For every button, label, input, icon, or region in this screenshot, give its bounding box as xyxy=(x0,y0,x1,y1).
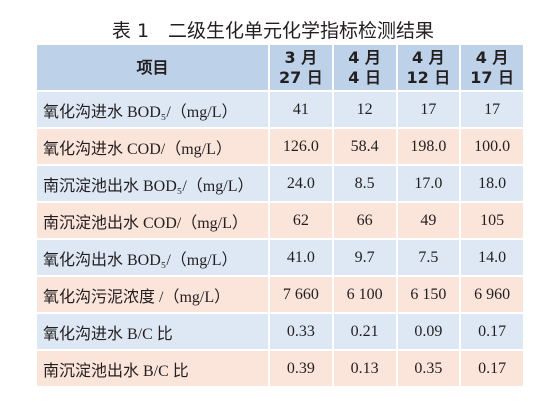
value-cell: 62 xyxy=(268,201,334,240)
value-cell: 6 150 xyxy=(395,275,462,314)
value-cell: 0.17 xyxy=(459,349,525,388)
item-cell: 氧化沟进水 BOD₅/（mg/L） xyxy=(35,90,270,129)
value-cell: 58.4 xyxy=(331,127,398,166)
value-cell: 0.39 xyxy=(268,349,334,388)
value-cell: 6 960 xyxy=(459,275,525,314)
table-row: 南沉淀池出水 B/C 比 0.39 0.13 0.35 0.17 xyxy=(35,349,525,388)
value-cell: 126.0 xyxy=(268,127,334,166)
value-cell: 198.0 xyxy=(395,127,462,166)
value-cell: 0.09 xyxy=(395,312,462,351)
header-line: 17 日 xyxy=(470,67,515,87)
header-cell: 4 月 12 日 xyxy=(395,43,462,92)
table-row: 氧化沟进水 B/C 比 0.33 0.21 0.09 0.17 xyxy=(35,312,525,351)
header-cell: 4 月 17 日 xyxy=(459,43,525,92)
table-row: 氧化沟污泥浓度 /（mg/L） 7 660 6 100 6 150 6 960 xyxy=(35,275,525,314)
value-cell: 18.0 xyxy=(459,164,525,203)
header-line: 项目 xyxy=(136,57,169,77)
value-cell: 105 xyxy=(459,201,525,240)
table-title: 表 1 二级生化单元化学指标检测结果 xyxy=(111,20,435,42)
table-row: 南沉淀池出水 COD/（mg/L） 62 66 49 105 xyxy=(35,201,525,240)
header-cell: 项目 xyxy=(35,43,270,92)
value-cell: 0.17 xyxy=(459,312,525,351)
item-cell: 氧化沟出水 BOD₅/（mg/L） xyxy=(35,238,270,277)
value-cell: 66 xyxy=(331,201,398,240)
value-cell: 12 xyxy=(331,90,398,129)
value-cell: 7.5 xyxy=(395,238,462,277)
header-line: 12 日 xyxy=(406,67,451,87)
item-cell: 氧化沟污泥浓度 /（mg/L） xyxy=(35,275,270,314)
value-cell: 0.35 xyxy=(395,349,462,388)
value-cell: 100.0 xyxy=(459,127,525,166)
header-line: 27 日 xyxy=(278,67,323,87)
table-row: 氧化沟进水 BOD₅/（mg/L） 41 12 17 17 xyxy=(35,90,525,129)
value-cell: 7 660 xyxy=(268,275,334,314)
item-cell: 南沉淀池出水 B/C 比 xyxy=(35,349,270,388)
header-line: 4 月 xyxy=(412,47,445,67)
value-cell: 9.7 xyxy=(331,238,398,277)
item-cell: 氧化沟进水 B/C 比 xyxy=(35,312,270,351)
header-line: 4 月 xyxy=(475,47,509,67)
item-cell: 南沉淀池出水 BOD₅/（mg/L） xyxy=(35,164,270,203)
value-cell: 8.5 xyxy=(331,164,398,203)
value-cell: 14.0 xyxy=(459,238,525,277)
value-cell: 17 xyxy=(459,90,525,129)
value-cell: 41.0 xyxy=(268,238,334,277)
value-cell: 0.33 xyxy=(268,312,334,351)
value-cell: 41 xyxy=(268,90,334,129)
table-row: 氧化沟进水 COD/（mg/L） 126.0 58.4 198.0 100.0 xyxy=(35,127,525,166)
table-row: 南沉淀池出水 BOD₅/（mg/L） 24.0 8.5 17.0 18.0 xyxy=(35,164,525,203)
table-row: 氧化沟出水 BOD₅/（mg/L） 41.0 9.7 7.5 14.0 xyxy=(35,238,525,277)
header-line: 4 月 xyxy=(348,47,381,67)
header-line: 4 日 xyxy=(348,67,381,87)
value-cell: 24.0 xyxy=(268,164,334,203)
table-body: 氧化沟进水 BOD₅/（mg/L） 41 12 17 17 氧化沟进水 COD/（mg/L… xyxy=(35,90,525,388)
header-line: 3 月 xyxy=(284,47,318,67)
item-cell: 氧化沟进水 COD/（mg/L） xyxy=(35,127,270,166)
value-cell: 17 xyxy=(395,90,462,129)
value-cell: 49 xyxy=(395,201,462,240)
value-cell: 6 100 xyxy=(331,275,398,314)
header-cell: 3 月 27 日 xyxy=(268,43,334,92)
value-cell: 0.13 xyxy=(331,349,398,388)
item-cell: 南沉淀池出水 COD/（mg/L） xyxy=(35,201,270,240)
value-cell: 17.0 xyxy=(395,164,462,203)
value-cell: 0.21 xyxy=(331,312,398,351)
